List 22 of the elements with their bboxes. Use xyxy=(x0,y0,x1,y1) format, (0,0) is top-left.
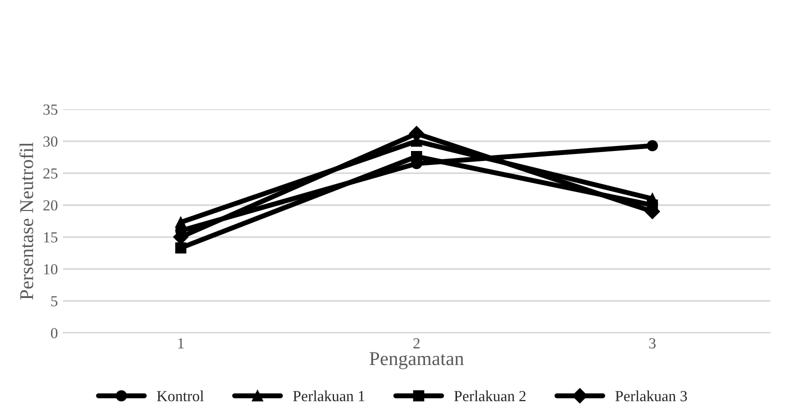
y-tick-label: 5 xyxy=(51,296,58,306)
y-tick-label: 10 xyxy=(44,264,58,274)
legend-label: Perlakuan 2 xyxy=(454,390,526,402)
y-axis-title: Persentase Neutrofil xyxy=(19,142,34,300)
legend-label: Perlakuan 1 xyxy=(293,390,364,402)
y-tick-label: 25 xyxy=(43,168,58,179)
x-axis-title: Pengamatan xyxy=(370,352,464,370)
x-tick-label: 1 xyxy=(178,338,184,348)
legend-label: Kontrol xyxy=(156,390,204,402)
y-tick-label: 15 xyxy=(44,232,58,242)
y-tick-label: 30 xyxy=(43,136,58,147)
y-tick-label: 0 xyxy=(50,328,58,338)
point xyxy=(646,140,658,152)
x-tick-label: 2 xyxy=(413,338,420,348)
y-tick-label: 20 xyxy=(43,200,58,211)
point xyxy=(411,151,422,162)
x-tick-label: 3 xyxy=(649,338,656,348)
point xyxy=(409,126,424,142)
y-tick-label: 35 xyxy=(43,104,58,115)
point xyxy=(175,216,186,228)
legend-label: Perlakuan 3 xyxy=(615,390,687,402)
point xyxy=(175,242,186,254)
